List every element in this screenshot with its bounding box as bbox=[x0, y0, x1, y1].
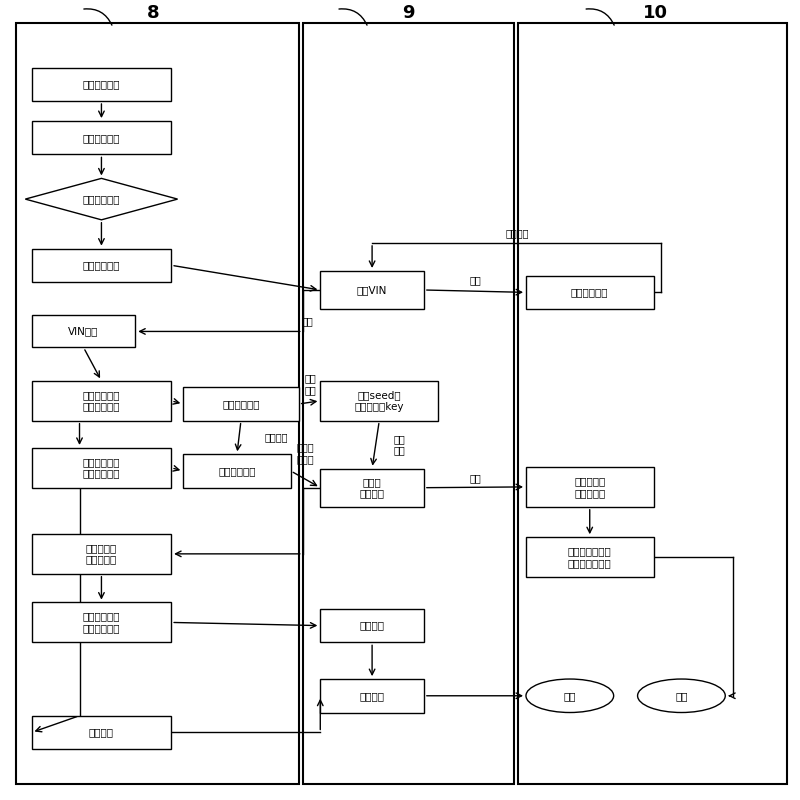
Text: 正常
方式: 正常 方式 bbox=[305, 374, 317, 395]
Text: 读取VIN: 读取VIN bbox=[357, 285, 387, 295]
Text: 过滤车辆数据: 过滤车辆数据 bbox=[218, 466, 256, 476]
Bar bbox=[526, 537, 654, 577]
Bar bbox=[32, 381, 171, 421]
Text: 9: 9 bbox=[402, 4, 414, 22]
Text: 应急刷新车载
电子控制模块: 应急刷新车载 电子控制模块 bbox=[82, 457, 120, 478]
Bar bbox=[320, 469, 424, 507]
Bar bbox=[16, 23, 298, 784]
Bar bbox=[526, 467, 654, 507]
Ellipse shape bbox=[526, 679, 614, 713]
Text: 选择刷新工具: 选择刷新工具 bbox=[82, 133, 120, 142]
Text: 提示建立连接: 提示建立连接 bbox=[82, 194, 120, 204]
Polygon shape bbox=[26, 178, 178, 220]
Text: 硬件号
信息匹配: 硬件号 信息匹配 bbox=[359, 477, 385, 498]
Bar bbox=[320, 679, 424, 713]
Text: 重新读取: 重新读取 bbox=[505, 228, 529, 238]
Text: 不能唯
一对应: 不能唯 一对应 bbox=[297, 442, 314, 464]
Bar bbox=[320, 381, 438, 421]
Text: 从管理端下载
刷新标定软件: 从管理端下载 刷新标定软件 bbox=[82, 612, 120, 634]
Text: 完成: 完成 bbox=[563, 690, 576, 701]
Bar bbox=[302, 23, 514, 784]
Bar bbox=[32, 716, 171, 749]
Text: 安全验证: 安全验证 bbox=[359, 621, 385, 630]
Text: 提示硬件号
信息不匹配: 提示硬件号 信息不匹配 bbox=[574, 476, 606, 498]
Bar bbox=[183, 387, 298, 421]
Text: 选择车辆信息: 选择车辆信息 bbox=[82, 260, 120, 270]
Bar bbox=[32, 602, 171, 642]
Text: 成功: 成功 bbox=[302, 316, 314, 326]
Text: 失败: 失败 bbox=[469, 473, 481, 483]
Bar bbox=[32, 121, 171, 154]
Text: 提示通信失败: 提示通信失败 bbox=[571, 287, 609, 298]
Text: 读取seed并
生成和设置key: 读取seed并 生成和设置key bbox=[354, 390, 404, 411]
Bar bbox=[32, 249, 171, 282]
Text: 如果软件号信息
相同，给出提示: 如果软件号信息 相同，给出提示 bbox=[568, 546, 612, 568]
Bar bbox=[32, 534, 171, 574]
Text: 选择诊断工具: 选择诊断工具 bbox=[82, 79, 120, 90]
Bar bbox=[320, 609, 424, 642]
Bar bbox=[526, 276, 654, 309]
Bar bbox=[32, 448, 171, 488]
Ellipse shape bbox=[638, 679, 726, 713]
Text: 选择刷新方式: 选择刷新方式 bbox=[222, 399, 260, 409]
Bar bbox=[32, 315, 135, 347]
Text: 8: 8 bbox=[146, 4, 159, 22]
Text: 正式刷新: 正式刷新 bbox=[359, 690, 385, 701]
Text: 软硬件信息
显示、比较: 软硬件信息 显示、比较 bbox=[86, 543, 117, 565]
Bar bbox=[32, 67, 171, 101]
Text: VIN维护: VIN维护 bbox=[68, 326, 98, 337]
Text: 10: 10 bbox=[642, 4, 668, 22]
Bar bbox=[183, 454, 290, 488]
Text: 应急校验: 应急校验 bbox=[89, 727, 114, 738]
Text: 退出: 退出 bbox=[675, 690, 688, 701]
Text: 选择具体车载
电子控制模块: 选择具体车载 电子控制模块 bbox=[82, 390, 120, 411]
Text: 应急方式: 应急方式 bbox=[265, 433, 288, 442]
Bar bbox=[320, 271, 424, 309]
Text: 失败: 失败 bbox=[469, 275, 481, 286]
Bar bbox=[518, 23, 787, 784]
Text: 唯一
对应: 唯一 对应 bbox=[394, 434, 405, 455]
